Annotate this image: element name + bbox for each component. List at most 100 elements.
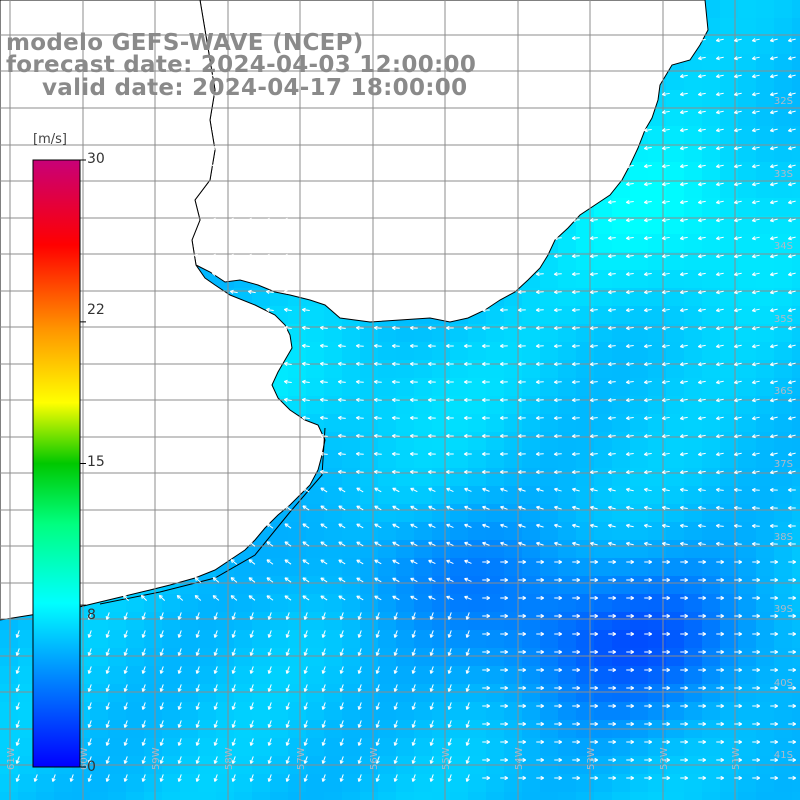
wind-speed-cell bbox=[396, 360, 414, 378]
wind-speed-cell bbox=[0, 666, 18, 684]
wind-speed-cell bbox=[594, 522, 612, 540]
wind-speed-cell bbox=[306, 612, 324, 630]
wind-speed-cell bbox=[684, 666, 702, 684]
wind-speed-cell bbox=[504, 576, 522, 594]
wind-speed-cell bbox=[198, 630, 216, 648]
wind-speed-cell bbox=[576, 666, 594, 684]
wind-speed-cell bbox=[450, 414, 468, 432]
wind-speed-cell bbox=[306, 594, 324, 612]
wind-speed-cell bbox=[540, 270, 558, 288]
wind-speed-cell bbox=[378, 576, 396, 594]
wind-speed-cell bbox=[522, 684, 540, 702]
wind-speed-cell bbox=[144, 774, 162, 792]
wind-speed-cell bbox=[234, 666, 252, 684]
wind-speed-cell bbox=[522, 576, 540, 594]
wind-speed-cell bbox=[414, 576, 432, 594]
wind-speed-cell bbox=[630, 378, 648, 396]
wind-speed-cell bbox=[234, 612, 252, 630]
forecast-date: forecast date: 2024-04-03 12:00:00 bbox=[6, 52, 477, 78]
wind-speed-cell bbox=[540, 774, 558, 792]
wind-speed-cell bbox=[774, 252, 792, 270]
wind-speed-cell bbox=[90, 792, 108, 800]
wind-speed-cell bbox=[630, 342, 648, 360]
wind-speed-cell bbox=[234, 648, 252, 666]
wind-speed-cell bbox=[792, 684, 800, 702]
wind-speed-cell bbox=[252, 792, 270, 800]
wind-speed-cell bbox=[666, 198, 684, 216]
wind-speed-cell bbox=[540, 630, 558, 648]
wind-speed-cell bbox=[342, 324, 360, 342]
wind-speed-cell bbox=[522, 288, 540, 306]
wind-speed-cell bbox=[486, 432, 504, 450]
wind-speed-cell bbox=[126, 792, 144, 800]
wind-speed-cell bbox=[792, 0, 800, 18]
wind-speed-cell bbox=[450, 450, 468, 468]
wind-speed-cell bbox=[756, 666, 774, 684]
wind-speed-cell bbox=[630, 504, 648, 522]
wind-speed-cell bbox=[774, 522, 792, 540]
wind-speed-cell bbox=[468, 396, 486, 414]
wind-speed-cell bbox=[342, 702, 360, 720]
wind-speed-cell bbox=[522, 504, 540, 522]
wind-speed-cell bbox=[126, 684, 144, 702]
wind-speed-cell bbox=[612, 702, 630, 720]
wind-speed-cell bbox=[396, 576, 414, 594]
wind-speed-cell bbox=[612, 486, 630, 504]
wind-speed-cell bbox=[756, 0, 774, 18]
wind-speed-cell bbox=[558, 432, 576, 450]
wind-speed-cell bbox=[720, 522, 738, 540]
wind-speed-cell bbox=[378, 360, 396, 378]
wind-speed-cell bbox=[738, 396, 756, 414]
wind-speed-cell bbox=[720, 216, 738, 234]
wind-speed-cell bbox=[378, 792, 396, 800]
wind-speed-cell bbox=[432, 684, 450, 702]
wind-speed-cell bbox=[738, 414, 756, 432]
wind-speed-cell bbox=[504, 702, 522, 720]
wind-speed-cell bbox=[720, 792, 738, 800]
wind-speed-cell bbox=[432, 648, 450, 666]
wind-speed-cell bbox=[666, 396, 684, 414]
wind-speed-cell bbox=[792, 504, 800, 522]
wind-speed-cell bbox=[720, 666, 738, 684]
wind-speed-cell bbox=[306, 684, 324, 702]
wind-speed-cell bbox=[756, 306, 774, 324]
wind-speed-cell bbox=[144, 630, 162, 648]
wind-speed-cell bbox=[630, 414, 648, 432]
wind-speed-cell bbox=[270, 702, 288, 720]
wind-speed-cell bbox=[774, 126, 792, 144]
wind-speed-cell bbox=[630, 360, 648, 378]
wind-speed-cell bbox=[666, 252, 684, 270]
wind-direction-arrows bbox=[15, 37, 796, 782]
wind-speed-cell bbox=[738, 432, 756, 450]
wind-speed-cell bbox=[486, 306, 504, 324]
wind-speed-cell bbox=[630, 198, 648, 216]
wind-speed-cell bbox=[756, 54, 774, 72]
wind-speed-cell bbox=[162, 648, 180, 666]
wind-speed-cell bbox=[756, 432, 774, 450]
wind-speed-cell bbox=[630, 702, 648, 720]
wind-speed-cell bbox=[558, 612, 576, 630]
wind-speed-cell bbox=[594, 288, 612, 306]
wind-speed-cell bbox=[684, 504, 702, 522]
wind-speed-cell bbox=[414, 414, 432, 432]
wind-speed-cell bbox=[306, 324, 324, 342]
wind-speed-cell bbox=[306, 792, 324, 800]
wind-speed-cell bbox=[720, 702, 738, 720]
wind-speed-cell bbox=[414, 648, 432, 666]
wind-speed-cell bbox=[522, 648, 540, 666]
wind-speed-cell bbox=[252, 702, 270, 720]
wind-speed-cell bbox=[702, 540, 720, 558]
wind-speed-cell bbox=[486, 648, 504, 666]
wind-speed-cell bbox=[198, 594, 216, 612]
wind-speed-cell bbox=[792, 432, 800, 450]
wind-speed-cell bbox=[90, 630, 108, 648]
wind-arrow bbox=[734, 38, 742, 43]
wind-speed-cell bbox=[720, 234, 738, 252]
wind-speed-cell bbox=[342, 450, 360, 468]
wind-speed-cell bbox=[558, 360, 576, 378]
wind-speed-cell bbox=[162, 630, 180, 648]
wind-speed-cell bbox=[702, 738, 720, 756]
wind-speed-cell bbox=[306, 666, 324, 684]
wind-speed-cell bbox=[270, 576, 288, 594]
wind-speed-cell bbox=[324, 648, 342, 666]
